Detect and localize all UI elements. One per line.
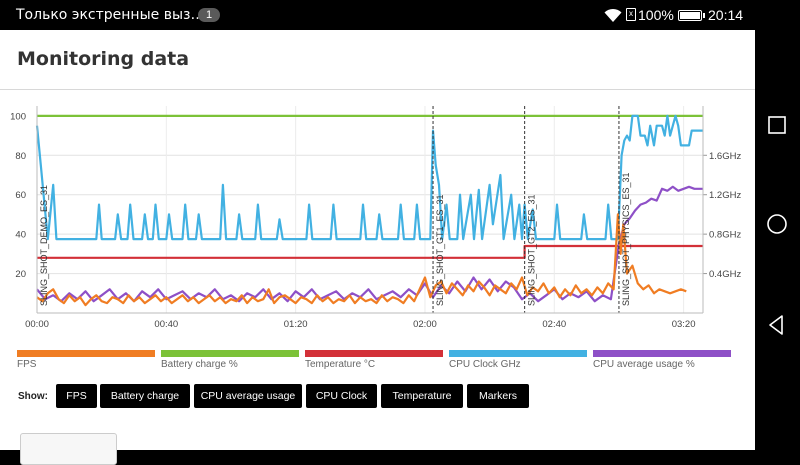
x-tick-label: 00:00 <box>25 319 49 330</box>
marker-label: SLING_SHOT_DEMO_ES_31 <box>39 185 49 306</box>
y-left-tick-label: 100 <box>10 111 26 122</box>
wifi-icon <box>604 8 622 22</box>
back-button[interactable] <box>764 312 790 338</box>
recents-square-icon <box>768 116 786 134</box>
page-header: Monitoring data <box>0 30 755 90</box>
notification-badge: 1 <box>198 8 220 22</box>
legend-label: CPU Clock GHz <box>449 359 521 370</box>
page-title: Monitoring data <box>17 48 190 70</box>
x-tick-label: 00:40 <box>154 319 178 330</box>
toggle-temperature-button[interactable]: Temperature <box>381 384 463 408</box>
temperature-series <box>37 244 703 259</box>
y-right-tick-label: 0.4GHz <box>709 269 741 280</box>
show-label: Show: <box>18 391 48 402</box>
y-right-tick-label: 1.6GHz <box>709 151 741 162</box>
marker-label: SLING_SHOT_PHYSICS_ES_31 <box>621 172 631 306</box>
fps-series <box>36 213 687 307</box>
back-triangle-icon <box>769 315 783 335</box>
marker-label: SLING_SHOT_GT1_ES_31 <box>435 194 445 306</box>
legend-label: Temperature °C <box>305 359 376 370</box>
cpu-usage-series <box>36 185 703 303</box>
android-nav-bar <box>755 0 800 450</box>
app-content: Monitoring data SLING_SHOT_DEMO_ES_31 SLI… <box>0 30 755 465</box>
y-left-tick-label: 20 <box>15 269 26 280</box>
x-tick-label: 01:20 <box>284 319 308 330</box>
toggle-cpu-clock-button[interactable]: CPU Clock <box>306 384 377 408</box>
series-toggle-row: Show: FPS Battery charge CPU average usa… <box>0 382 755 410</box>
legend-swatch <box>449 350 587 357</box>
legend-swatch <box>593 350 731 357</box>
y-left-tick-label: 40 <box>15 230 26 241</box>
toggle-battery-charge-button[interactable]: Battery charge <box>100 384 190 408</box>
monitoring-chart: SLING_SHOT_DEMO_ES_31 SLING_SHOT_GT1_ES_3… <box>10 106 741 330</box>
x-tick-label: 02:00 <box>413 319 437 330</box>
battery-icon <box>678 10 705 21</box>
legend-label: Battery charge % <box>161 359 238 370</box>
cpu-clock-series <box>35 114 703 241</box>
x-tick-label: 02:40 <box>542 319 566 330</box>
status-bar: Только экстренные выз… 1 x 100% 20:14 <box>0 0 800 30</box>
marker-label: SLING_SHOT_GT2_ES_31 <box>527 194 537 306</box>
toggle-fps-button[interactable]: FPS <box>56 384 97 408</box>
recents-button[interactable] <box>764 112 790 138</box>
legend-swatch <box>161 350 299 357</box>
notification-text: Только экстренные выз… <box>16 7 205 23</box>
y-right-tick-label: 1.2GHz <box>709 190 741 201</box>
toggle-cpu-average-usage-button[interactable]: CPU average usage <box>194 384 302 408</box>
x-tick-label: 03:20 <box>672 319 696 330</box>
legend-label: FPS <box>17 359 37 370</box>
bottom-button[interactable] <box>20 433 117 465</box>
toggle-markers-button[interactable]: Markers <box>467 384 529 408</box>
y-left-tick-label: 80 <box>15 151 26 162</box>
home-circle-icon <box>767 214 787 234</box>
clock: 20:14 <box>708 7 744 23</box>
battery-percent: 100% <box>638 7 674 23</box>
legend-swatch <box>17 350 155 357</box>
home-button[interactable] <box>764 211 790 237</box>
legend-label: CPU average usage % <box>593 359 695 370</box>
no-sim-icon: x <box>626 8 636 21</box>
legend-swatch <box>305 350 443 357</box>
y-right-tick-label: 0.8GHz <box>709 230 741 241</box>
y-left-tick-label: 60 <box>15 190 26 201</box>
